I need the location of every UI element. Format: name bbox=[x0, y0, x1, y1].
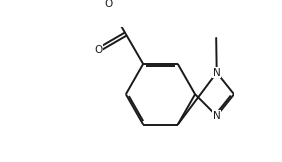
Text: N: N bbox=[213, 111, 221, 121]
Text: O: O bbox=[104, 0, 113, 9]
Text: O: O bbox=[94, 45, 102, 55]
Text: N: N bbox=[213, 68, 221, 78]
